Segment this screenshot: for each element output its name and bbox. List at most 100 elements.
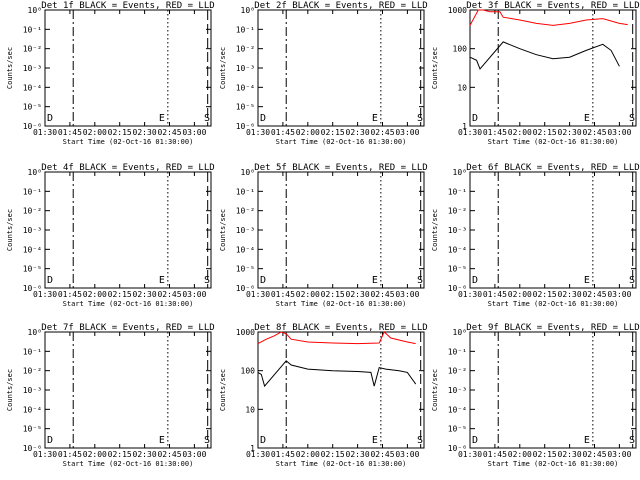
- marker-label-s: S: [417, 275, 423, 286]
- marker-label-e: E: [372, 435, 378, 446]
- x-tick-label: 01:45: [271, 450, 295, 459]
- marker-label-s: S: [629, 275, 635, 286]
- y-tick-label: 10⁻⁶: [236, 284, 255, 293]
- x-tick-label: 01:30: [33, 128, 57, 137]
- x-tick-label: 02:00: [83, 450, 107, 459]
- marker-label-s: S: [629, 435, 635, 446]
- y-tick-label: 10⁻²: [448, 207, 467, 216]
- x-tick-label: 02:15: [108, 128, 132, 137]
- marker-label-e: E: [372, 275, 378, 286]
- marker-label-d: D: [260, 113, 266, 124]
- panel-title: Det 5f BLACK = Events, RED = LLD: [254, 163, 427, 173]
- marker-label-d: D: [260, 275, 266, 286]
- x-tick-label: 01:30: [246, 128, 270, 137]
- y-tick-label: 10⁻¹: [23, 187, 42, 196]
- series-red-line: [257, 331, 416, 345]
- y-axis-label: Counts/sec: [219, 369, 227, 411]
- series-red-line: [469, 9, 628, 26]
- x-tick-label: 02:30: [558, 450, 582, 459]
- x-tick-label: 02:30: [558, 128, 582, 137]
- panel-title: Det 6f BLACK = Events, RED = LLD: [466, 163, 639, 173]
- marker-label-e: E: [584, 275, 590, 286]
- y-axis-label: Counts/sec: [6, 209, 14, 251]
- x-axis-label: Start Time (02-Oct-16 01:30:00): [63, 460, 194, 468]
- y-tick-label: 10⁻¹: [23, 347, 42, 356]
- plot-frame: [44, 331, 212, 449]
- y-tick-label: 10⁻¹: [23, 25, 42, 34]
- marker-label-e: E: [584, 113, 590, 124]
- x-tick-label: 02:00: [508, 290, 532, 299]
- x-tick-label: 02:30: [346, 290, 370, 299]
- x-tick-label: 02:45: [157, 128, 181, 137]
- x-tick-label: 02:00: [83, 128, 107, 137]
- marker-label-d: D: [47, 275, 53, 286]
- y-tick-label: 10⁻⁴: [448, 405, 467, 414]
- x-tick-label: 01:30: [458, 290, 482, 299]
- y-tick-label: 10⁰: [28, 6, 42, 15]
- plot-frame: [44, 9, 212, 127]
- plot-frame: [469, 171, 637, 289]
- chart-panel-4: Det 4f BLACK = Events, RED = LLD 01:30 01:…: [6, 163, 215, 308]
- series-black-line: [257, 360, 417, 388]
- x-tick-label: 03:00: [182, 450, 206, 459]
- x-tick-label: 03:00: [395, 450, 419, 459]
- x-tick-label: 01:30: [246, 450, 270, 459]
- x-axis-label: Start Time (02-Oct-16 01:30:00): [276, 300, 407, 308]
- x-tick-label: 01:30: [33, 450, 57, 459]
- x-axis-label: Start Time (02-Oct-16 01:30:00): [488, 138, 619, 146]
- marker-label-e: E: [372, 113, 378, 124]
- y-tick-label: 10: [245, 405, 255, 414]
- y-axis-label: Counts/sec: [219, 47, 227, 89]
- x-tick-label: 01:30: [458, 128, 482, 137]
- series-black-line: [469, 41, 620, 70]
- x-tick-label: 01:30: [33, 290, 57, 299]
- y-tick-label: 10⁻²: [236, 207, 255, 216]
- plot-frame: [257, 331, 425, 449]
- x-tick-label: 01:45: [483, 450, 507, 459]
- chart-panel-3: Det 3f BLACK = Events, RED = LLD 01:30 01:…: [431, 1, 640, 146]
- panel-title: Det 3f BLACK = Events, RED = LLD: [466, 1, 639, 11]
- y-tick-label: 10⁻⁴: [23, 405, 42, 414]
- y-tick-label: 10⁻³: [23, 226, 42, 235]
- panel-title: Det 2f BLACK = Events, RED = LLD: [254, 1, 427, 11]
- y-tick-label: 10⁻⁵: [23, 103, 42, 112]
- marker-label-d: D: [472, 275, 478, 286]
- x-tick-label: 01:45: [271, 290, 295, 299]
- y-tick-label: 10⁻⁴: [236, 83, 255, 92]
- marker-label-s: S: [204, 275, 210, 286]
- y-tick-label: 10⁰: [28, 168, 42, 177]
- y-tick-label: 10⁻³: [236, 64, 255, 73]
- y-tick-label: 10⁻⁶: [448, 444, 467, 453]
- x-tick-label: 01:45: [58, 450, 82, 459]
- y-axis-label: Counts/sec: [6, 369, 14, 411]
- x-tick-label: 02:30: [133, 290, 157, 299]
- chart-panel-2: Det 2f BLACK = Events, RED = LLD 01:30 01:…: [219, 1, 428, 146]
- marker-label-e: E: [159, 113, 165, 124]
- x-axis-label: Start Time (02-Oct-16 01:30:00): [488, 460, 619, 468]
- y-tick-label: 10⁻¹: [236, 25, 255, 34]
- y-tick-label: 10⁻¹: [448, 187, 467, 196]
- y-tick-label: 10⁻⁴: [236, 245, 255, 254]
- y-tick-label: 10⁻²: [23, 45, 42, 54]
- x-tick-label: 03:00: [607, 450, 631, 459]
- x-tick-label: 03:00: [182, 290, 206, 299]
- y-tick-label: 10⁻³: [448, 386, 467, 395]
- x-axis-label: Start Time (02-Oct-16 01:30:00): [488, 300, 619, 308]
- x-tick-label: 02:45: [370, 450, 394, 459]
- x-tick-label: 02:45: [582, 128, 606, 137]
- chart-panel-1: Det 1f BLACK = Events, RED = LLD 01:30 01:…: [6, 1, 215, 146]
- x-tick-label: 02:30: [346, 128, 370, 137]
- y-tick-label: 1000: [448, 6, 467, 15]
- chart-panel-7: Det 7f BLACK = Events, RED = LLD 01:30 01:…: [6, 323, 215, 468]
- marker-label-e: E: [159, 435, 165, 446]
- y-tick-label: 1: [250, 444, 255, 453]
- y-tick-label: 10⁻²: [448, 367, 467, 376]
- x-tick-label: 02:15: [533, 128, 557, 137]
- marker-label-s: S: [417, 113, 423, 124]
- y-tick-label: 10⁰: [453, 168, 467, 177]
- marker-label-s: S: [629, 113, 635, 124]
- marker-label-e: E: [584, 435, 590, 446]
- plot-frame: [44, 171, 212, 289]
- panel-title: Det 9f BLACK = Events, RED = LLD: [466, 323, 639, 333]
- y-tick-label: 10⁰: [241, 6, 255, 15]
